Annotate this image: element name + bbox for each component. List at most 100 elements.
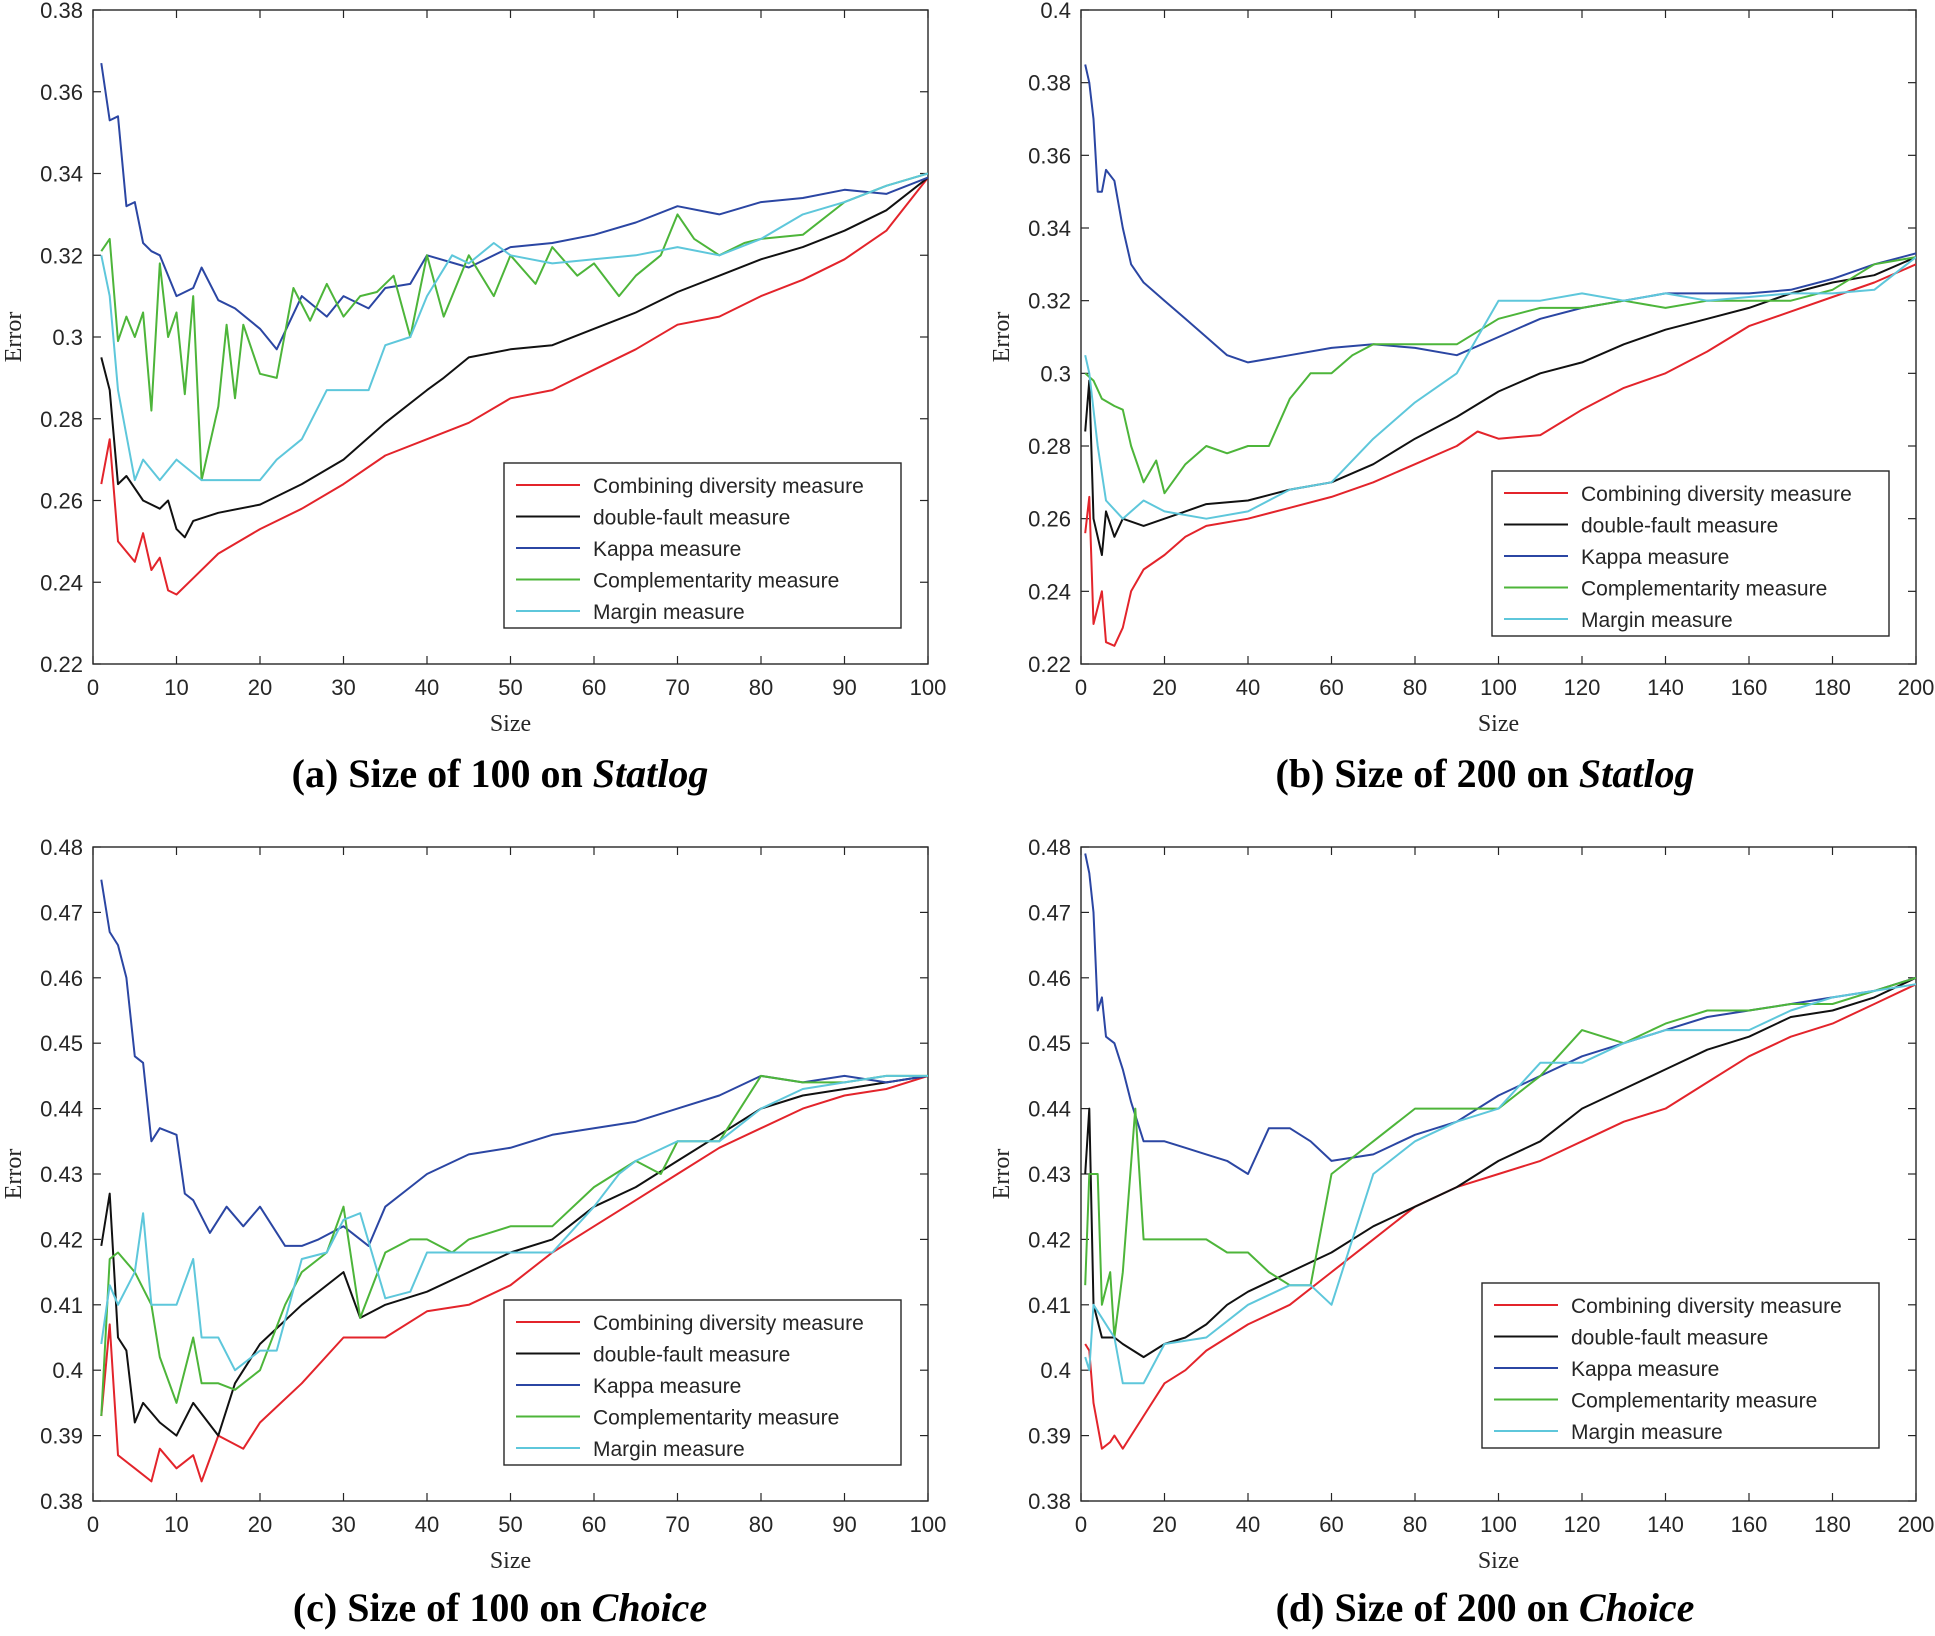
y-tick-label: 0.32 [1028, 289, 1071, 314]
x-tick-label: 40 [415, 1512, 439, 1537]
y-axis-label: Error [989, 312, 1015, 363]
chart-c: 0 10 20 30 40 50 60 70 80 90 100 0.38 0.39 0.4 0.41 0.4… [1, 835, 946, 1574]
x-tick-label: 100 [910, 675, 947, 700]
y-tick-label: 0.38 [40, 1489, 83, 1514]
caption-c-dataset: Choice [591, 1585, 708, 1630]
x-tick-label: 70 [665, 1512, 689, 1537]
x-tick-label: 80 [1403, 675, 1427, 700]
chart-b: 0 20 40 60 80 100 120 140 160 180 200 0.22 0.24 0.26 0… [989, 0, 1934, 737]
series-group-d [1084, 853, 1916, 1450]
legend-box [503, 462, 902, 629]
y-tick-label: 0.43 [1028, 1162, 1071, 1187]
series-line-margin [100, 172, 928, 482]
x-tick-label: 50 [498, 675, 522, 700]
y-tick-label: 0.24 [40, 570, 83, 595]
legend-entry: Margin measure [1571, 1421, 1723, 1444]
y-tick-label: 0.48 [1028, 835, 1071, 860]
legend-c: Combining diversity measure double-fault … [503, 1299, 902, 1466]
series-line-double-fault [1084, 256, 1916, 556]
series-line-margin [1084, 983, 1916, 1385]
legend-entry: Complementarity measure [1581, 578, 1827, 601]
x-tick-label: 0 [1075, 675, 1087, 700]
series-line-combining [1084, 983, 1916, 1450]
legend-entry: Kappa measure [593, 1375, 741, 1398]
x-tick-label: 20 [248, 675, 272, 700]
x-tick-label: 20 [1152, 675, 1176, 700]
x-tick-label: 60 [1319, 1512, 1343, 1537]
x-tick-label: 80 [1403, 1512, 1427, 1537]
chart-a: 0 10 20 30 40 50 60 70 80 90 100 0.22 0.24 0.26 0.28 0.… [1, 0, 946, 737]
legend-a: Combining diversity measure double-fault … [503, 462, 902, 629]
legend-entry: Kappa measure [1581, 546, 1729, 569]
x-tick-label: 180 [1814, 675, 1851, 700]
y-tick-label: 0.34 [1028, 216, 1071, 241]
y-tick-label: 0.32 [40, 243, 83, 268]
y-tick-label: 0.22 [40, 652, 83, 677]
y-tick-label: 0.39 [1028, 1424, 1071, 1449]
legend-entry: Complementarity measure [593, 570, 839, 593]
legend-entry: Kappa measure [1571, 1358, 1719, 1381]
caption-d-dataset: Choice [1578, 1585, 1695, 1630]
y-tick-label: 0.38 [1028, 71, 1071, 96]
series-line-complementarity [1084, 256, 1916, 495]
y-tick-label: 0.42 [1028, 1227, 1071, 1252]
x-tick-label: 0 [1075, 1512, 1087, 1537]
legend-entry: double-fault measure [1571, 1327, 1768, 1350]
series-line-complementarity [100, 172, 928, 482]
x-tick-label: 100 [910, 1512, 947, 1537]
legend-entry: Complementarity measure [1571, 1390, 1817, 1413]
x-tick-label: 60 [582, 675, 606, 700]
x-tick-label: 80 [749, 1512, 773, 1537]
x-tick-label: 30 [331, 675, 355, 700]
legend-b: Combining diversity measure double-fault … [1491, 470, 1890, 637]
x-tick-label: 100 [1480, 1512, 1517, 1537]
y-tick-label: 0.43 [40, 1162, 83, 1187]
series-line-kappa [100, 62, 928, 351]
y-tick-label: 0.3 [1040, 361, 1071, 386]
caption-b-prefix: (b) Size of 200 on [1275, 751, 1579, 796]
legend-entry: Margin measure [593, 1438, 745, 1461]
series-line-kappa [100, 879, 928, 1247]
legend-d: Combining diversity measure double-fault … [1481, 1282, 1880, 1449]
x-tick-label: 200 [1898, 1512, 1935, 1537]
legend-entry: double-fault measure [1581, 515, 1778, 538]
x-tick-label: 10 [164, 675, 188, 700]
series-line-combining [100, 1074, 928, 1483]
x-tick-label: 160 [1731, 675, 1768, 700]
series-group-b [1084, 64, 1916, 647]
x-tick-label: 40 [1236, 675, 1260, 700]
x-tick-label: 200 [1898, 675, 1935, 700]
x-tick-label: 180 [1814, 1512, 1851, 1537]
y-tick-label: 0.28 [1028, 434, 1071, 459]
y-axis-label: Error [989, 1149, 1015, 1200]
chart-d: 0 20 40 60 80 100 120 140 160 180 200 0.38 0.39 0.4 0.… [989, 835, 1934, 1574]
legend-entry: Combining diversity measure [593, 1312, 864, 1335]
y-tick-label: 0.41 [40, 1293, 83, 1318]
caption-a-prefix: (a) Size of 100 on [291, 751, 593, 796]
y-tick-label: 0.36 [1028, 143, 1071, 168]
legend-entry: Combining diversity measure [593, 475, 864, 498]
y-tick-label: 0.4 [52, 1358, 83, 1383]
y-tick-label: 0.45 [40, 1031, 83, 1056]
x-tick-label: 20 [248, 1512, 272, 1537]
x-tick-label: 0 [87, 675, 99, 700]
y-tick-label: 0.28 [40, 407, 83, 432]
x-tick-label: 50 [498, 1512, 522, 1537]
x-tick-label: 90 [832, 1512, 856, 1537]
y-tick-label: 0.34 [40, 162, 83, 187]
y-tick-label: 0.38 [40, 0, 83, 23]
caption-b-dataset: Statlog [1578, 751, 1695, 796]
x-axis-label: Size [490, 711, 531, 737]
y-tick-label: 0.39 [40, 1424, 83, 1449]
x-tick-label: 90 [832, 675, 856, 700]
x-axis-label: Size [490, 1548, 531, 1574]
y-tick-label: 0.46 [40, 966, 83, 991]
legend-entry: Complementarity measure [593, 1407, 839, 1430]
x-tick-label: 120 [1564, 675, 1601, 700]
series-group-c [100, 879, 928, 1483]
series-line-double-fault [100, 176, 928, 539]
x-tick-label: 80 [749, 675, 773, 700]
y-tick-label: 0.26 [40, 489, 83, 514]
legend-entry: Kappa measure [593, 538, 741, 561]
